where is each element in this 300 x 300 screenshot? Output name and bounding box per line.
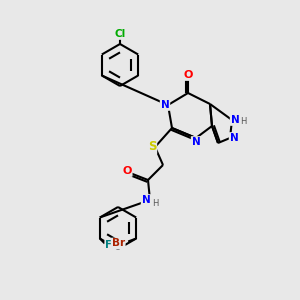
Text: O: O [122,166,132,176]
Text: Br: Br [112,238,125,248]
Text: Cl: Cl [114,29,126,39]
Text: H: H [152,199,158,208]
Text: N: N [160,100,169,110]
Text: N: N [192,137,200,147]
Text: F: F [105,241,112,250]
Text: N: N [231,115,239,125]
Text: H: H [240,118,246,127]
Text: N: N [230,133,238,143]
Text: N: N [142,195,150,205]
Text: S: S [148,140,156,154]
Text: O: O [183,70,193,80]
